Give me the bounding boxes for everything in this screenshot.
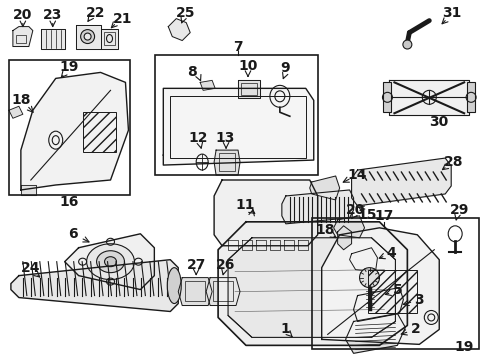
Text: 9: 9 <box>280 62 289 76</box>
Bar <box>466 82 474 112</box>
Ellipse shape <box>96 251 124 273</box>
Polygon shape <box>218 222 407 345</box>
Bar <box>213 280 233 301</box>
Text: 14: 14 <box>347 168 366 182</box>
Text: 18: 18 <box>11 93 31 107</box>
Bar <box>155 55 317 175</box>
Text: 20: 20 <box>345 203 365 217</box>
Bar <box>170 96 305 158</box>
Polygon shape <box>11 260 178 311</box>
Ellipse shape <box>84 33 91 40</box>
Polygon shape <box>227 240 238 250</box>
Text: 2: 2 <box>409 323 419 337</box>
Polygon shape <box>41 28 64 49</box>
Bar <box>383 82 390 112</box>
Text: 19: 19 <box>453 340 473 354</box>
Polygon shape <box>101 28 118 49</box>
Text: 4: 4 <box>386 246 395 260</box>
Ellipse shape <box>81 30 94 44</box>
Text: 8: 8 <box>187 66 197 80</box>
Text: 24: 24 <box>21 261 41 275</box>
Text: 19: 19 <box>59 60 78 75</box>
Polygon shape <box>64 234 154 289</box>
Bar <box>16 35 26 42</box>
Polygon shape <box>214 180 317 246</box>
Ellipse shape <box>86 244 134 280</box>
Polygon shape <box>388 80 468 115</box>
Polygon shape <box>349 248 377 272</box>
Polygon shape <box>21 72 128 190</box>
Polygon shape <box>163 88 313 165</box>
Polygon shape <box>9 106 23 118</box>
Ellipse shape <box>104 257 116 267</box>
Text: 25: 25 <box>175 6 195 20</box>
Text: 15: 15 <box>357 208 377 222</box>
Bar <box>103 32 115 45</box>
Polygon shape <box>297 240 307 250</box>
Bar <box>185 280 205 301</box>
Text: 11: 11 <box>235 198 254 212</box>
Polygon shape <box>345 314 405 353</box>
Ellipse shape <box>167 268 181 303</box>
Polygon shape <box>21 185 36 195</box>
Polygon shape <box>269 240 279 250</box>
Text: 23: 23 <box>43 8 62 22</box>
Polygon shape <box>353 288 403 321</box>
Text: 17: 17 <box>374 209 393 223</box>
Bar <box>241 84 256 95</box>
Polygon shape <box>333 216 364 238</box>
Polygon shape <box>168 19 190 41</box>
Text: 28: 28 <box>443 155 462 169</box>
Bar <box>311 218 478 349</box>
Polygon shape <box>255 240 265 250</box>
Text: 22: 22 <box>86 6 105 20</box>
Text: 26: 26 <box>215 258 234 272</box>
Text: 27: 27 <box>186 258 205 272</box>
Polygon shape <box>281 190 353 224</box>
Polygon shape <box>309 176 339 200</box>
Text: 12: 12 <box>188 131 207 145</box>
Text: 7: 7 <box>233 40 243 54</box>
Polygon shape <box>227 238 395 337</box>
Bar <box>82 112 116 152</box>
Text: 21: 21 <box>113 12 132 26</box>
Polygon shape <box>351 158 450 206</box>
Polygon shape <box>214 150 240 175</box>
Polygon shape <box>238 80 260 98</box>
Text: 6: 6 <box>68 227 77 241</box>
Text: 3: 3 <box>414 293 423 306</box>
Text: 1: 1 <box>280 323 289 337</box>
Text: 31: 31 <box>442 6 461 20</box>
Text: 20: 20 <box>13 8 33 22</box>
Text: 5: 5 <box>392 283 402 297</box>
Bar <box>367 270 416 314</box>
Polygon shape <box>200 80 215 90</box>
Bar <box>9 60 130 195</box>
Polygon shape <box>242 240 251 250</box>
Polygon shape <box>206 278 240 306</box>
Ellipse shape <box>359 268 379 288</box>
Text: 29: 29 <box>448 203 468 217</box>
Text: 16: 16 <box>59 195 78 209</box>
Polygon shape <box>13 27 33 46</box>
Text: 10: 10 <box>238 59 257 73</box>
Polygon shape <box>283 240 293 250</box>
Polygon shape <box>321 228 438 345</box>
Polygon shape <box>178 278 212 306</box>
Text: 13: 13 <box>215 131 234 145</box>
Polygon shape <box>76 24 101 49</box>
Polygon shape <box>337 226 351 250</box>
Text: 30: 30 <box>429 115 448 129</box>
Bar <box>219 153 235 171</box>
Text: 18: 18 <box>314 223 334 237</box>
Ellipse shape <box>402 40 411 49</box>
